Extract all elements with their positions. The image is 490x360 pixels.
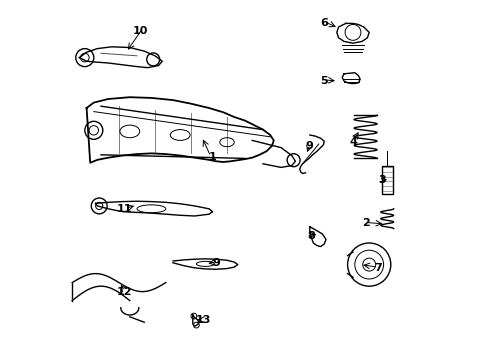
Text: 9: 9 <box>212 258 220 268</box>
Text: 9: 9 <box>306 141 314 151</box>
Text: 10: 10 <box>133 26 148 36</box>
Text: 8: 8 <box>308 231 316 241</box>
Text: 13: 13 <box>196 315 211 325</box>
Text: 6: 6 <box>320 18 328 28</box>
Text: 4: 4 <box>349 137 357 147</box>
Text: 2: 2 <box>362 218 369 228</box>
Text: 7: 7 <box>374 263 382 273</box>
Text: 11: 11 <box>117 204 132 214</box>
Bar <box>382 166 392 194</box>
Text: 5: 5 <box>320 76 328 86</box>
Text: 12: 12 <box>117 287 132 297</box>
Text: 1: 1 <box>209 152 217 162</box>
Text: 3: 3 <box>378 175 386 185</box>
